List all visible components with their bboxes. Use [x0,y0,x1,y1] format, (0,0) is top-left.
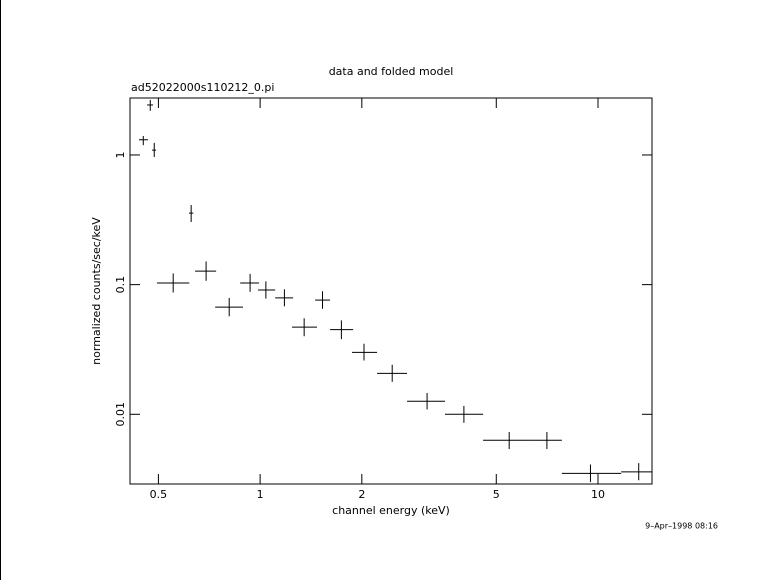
y-tick-label: 0.01 [114,402,127,427]
timestamp: 9–Apr–1998 08:16 [645,522,718,531]
plot-frame [129,97,653,485]
x-tick-label: 1 [257,488,264,501]
y-axis-label: normalized counts/sec/keV [90,217,103,365]
y-tick-label: 1 [114,151,127,158]
x-tick-label: 5 [493,488,500,501]
x-tick-label: 2 [358,488,365,501]
x-tick-label: 10 [591,488,605,501]
chart-title: data and folded model [329,65,454,78]
x-axis-label: channel energy (keV) [332,504,450,517]
chart-subtitle: ad52022000s110212_0.pi [131,81,274,94]
y-tick-label: 0.1 [114,276,127,294]
x-tick-label: 0.5 [150,488,168,501]
